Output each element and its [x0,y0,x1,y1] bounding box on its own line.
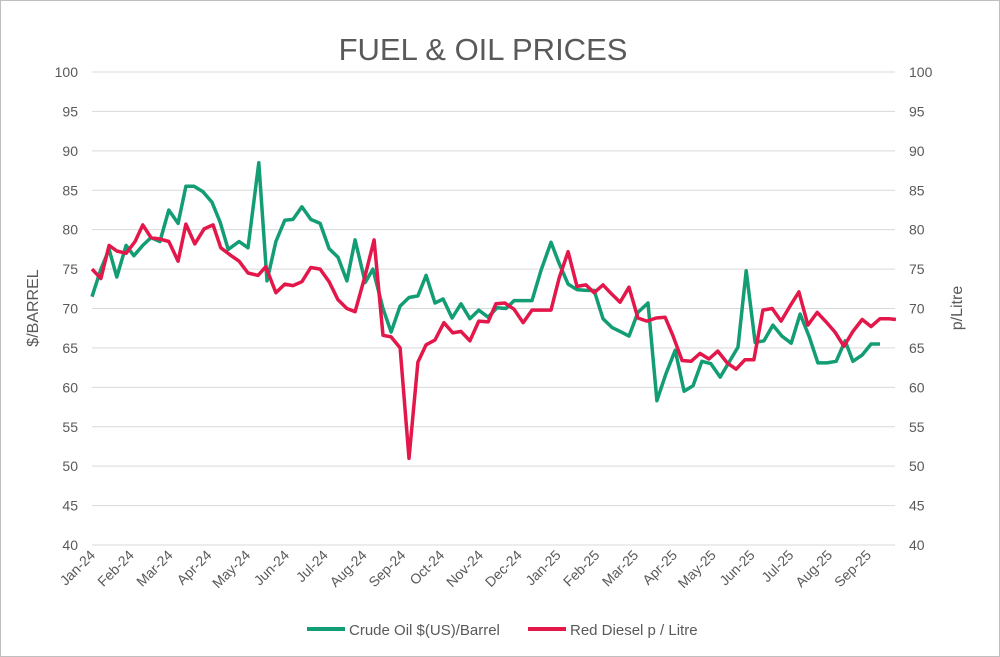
x-tick-label: Jun-25 [716,547,758,589]
x-tick-label: Oct-24 [406,547,447,588]
x-tick-label: Aug-25 [792,547,835,590]
x-tick-label: Nov-24 [443,547,486,590]
series-line-red-diesel [90,222,897,461]
y-tick-label-left: 90 [62,143,78,159]
y-tick-label-left: 65 [62,340,78,356]
y-tick-label-right: 55 [909,419,925,435]
x-tick-label: Jun-24 [251,547,293,589]
y-axis-label-right: p/Litre [949,286,966,331]
x-tick-label: Sep-24 [365,547,408,590]
y-tick-label-right: 70 [909,301,925,317]
y-tick-label-right: 45 [909,498,925,514]
y-tick-label-right: 100 [909,64,933,80]
y-axis-label-left: $/BARREL [25,269,42,346]
series-line-crude-oil [90,160,880,403]
x-tick-label: Apr-25 [639,547,680,588]
y-tick-label-right: 95 [909,103,925,119]
x-tick-label: Feb-25 [560,547,603,590]
y-tick-label-right: 90 [909,143,925,159]
x-tick-label: Feb-24 [94,547,137,590]
y-tick-label-left: 100 [55,64,79,80]
y-tick-label-right: 80 [909,222,925,238]
x-tick-label: Mar-25 [599,547,642,590]
y-tick-label-left: 60 [62,379,78,395]
chart-title: FUEL & OIL PRICES [339,32,628,67]
y-tick-label-left: 75 [62,261,78,277]
y-tick-label-left: 85 [62,182,78,198]
y-tick-label-left: 95 [62,103,78,119]
y-tick-label-right: 60 [909,379,925,395]
x-tick-label: May-25 [675,547,719,591]
y-tick-label-left: 45 [62,498,78,514]
x-tick-label: Jan-25 [522,547,564,589]
x-tick-label: May-24 [209,547,253,591]
y-tick-label-right: 85 [909,182,925,198]
legend: Crude Oil $(US)/Barrel Red Diesel p / Li… [307,622,698,639]
y-tick-label-left: 80 [62,222,78,238]
y-tick-label-right: 75 [909,261,925,277]
x-tick-label: Sep-25 [831,547,874,590]
x-tick-label: Apr-24 [173,547,214,588]
legend-label-red-diesel: Red Diesel p / Litre [570,622,698,639]
x-tick-label: Jul-25 [758,547,796,585]
y-tick-label-left: 70 [62,301,78,317]
y-tick-label-right: 65 [909,340,925,356]
y-tick-label-left: 50 [62,458,78,474]
y-tick-label-right: 50 [909,458,925,474]
x-tick-label: Jul-24 [293,547,331,585]
x-tick-label: Mar-24 [133,547,176,590]
legend-label-crude-oil: Crude Oil $(US)/Barrel [349,622,500,639]
x-tick-label: Aug-24 [326,547,369,590]
y-tick-label-right: 40 [909,537,925,553]
x-tick-label: Dec-24 [482,547,525,590]
y-tick-label-left: 40 [62,537,78,553]
y-tick-label-left: 55 [62,419,78,435]
